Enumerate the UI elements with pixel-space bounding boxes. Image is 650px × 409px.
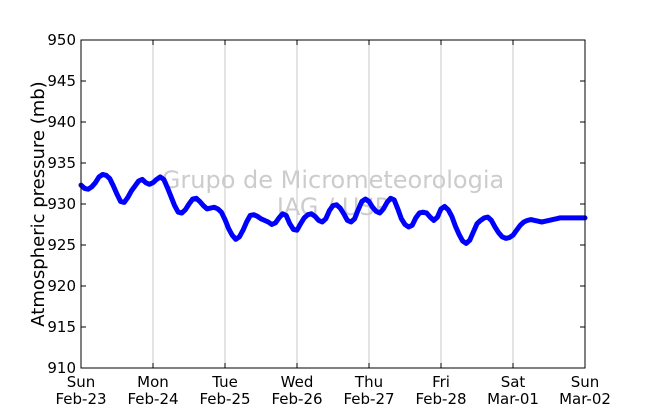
x-tick-label-date: Mar-01 [487, 390, 539, 408]
x-tick-label-date: Feb-25 [199, 390, 250, 408]
series-line [78, 172, 588, 246]
y-tick-label: 915 [47, 318, 76, 336]
plot-area: Grupo de Micrometeorologia IAG / USP [78, 39, 588, 369]
y-axis-title: Atmospheric pressure (mb) [28, 81, 49, 326]
y-tick-label: 930 [47, 195, 76, 213]
x-tick-label-date: Feb-28 [415, 390, 466, 408]
x-tick-label-date: Feb-24 [127, 390, 178, 408]
x-tick-label-date: Mar-02 [559, 390, 611, 408]
x-tick-label-day: Mon [137, 373, 169, 391]
y-tick-label: 950 [47, 31, 76, 49]
y-tick-label: 935 [47, 154, 76, 172]
y-tick-label: 910 [47, 359, 76, 377]
x-tick-label-day: Sun [571, 373, 600, 391]
x-tick-label-day: Wed [281, 373, 314, 391]
y-tick-label: 945 [47, 72, 76, 90]
x-tick-label-date: Feb-26 [271, 390, 322, 408]
x-tick-label-day: Fri [432, 373, 450, 391]
x-tick-label-day: Sat [501, 373, 526, 391]
x-tick-label-date: Feb-27 [343, 390, 394, 408]
x-axis: SunFeb-23MonFeb-24TueFeb-25WedFeb-26ThuF… [55, 40, 611, 408]
x-tick-label-date: Feb-23 [55, 390, 106, 408]
y-axis: 910 915 920 925 930 935 940 945 950 [47, 31, 585, 377]
x-tick-label-day: Thu [354, 373, 383, 391]
y-tick-label: 940 [47, 113, 76, 131]
y-tick-label: 925 [47, 236, 76, 254]
x-tick-label-day: Sun [67, 373, 96, 391]
x-tick-label-day: Tue [211, 373, 238, 391]
series-layer [78, 172, 588, 246]
y-tick-label: 920 [47, 277, 76, 295]
watermark-line-1: Grupo de Micrometeorologia [162, 166, 504, 194]
